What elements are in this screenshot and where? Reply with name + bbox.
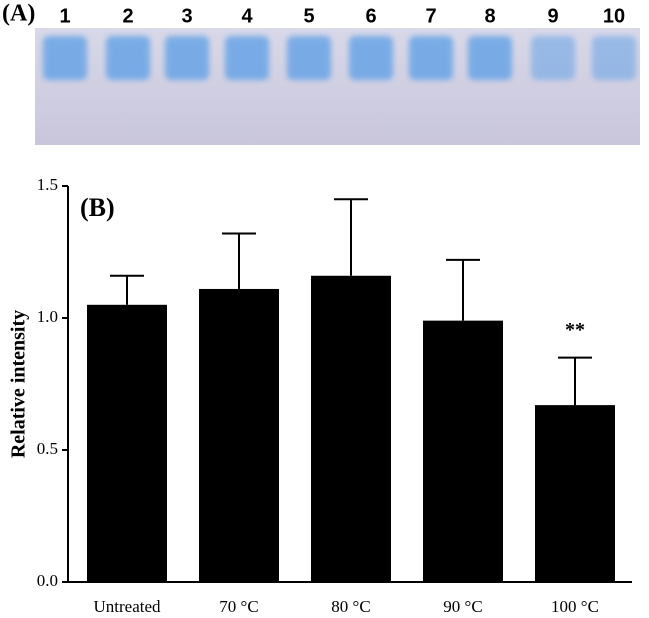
significance-label: ** bbox=[565, 319, 585, 341]
gel-band bbox=[409, 36, 453, 80]
lane-label: 9 bbox=[547, 5, 558, 27]
y-axis-label: Relative intensity bbox=[8, 310, 30, 458]
y-tick-label: 0.5 bbox=[37, 439, 58, 458]
gel-band bbox=[468, 36, 512, 80]
lane-label: 5 bbox=[303, 5, 314, 27]
y-tick-label: 1.0 bbox=[37, 307, 58, 326]
x-tick-label: Untreated bbox=[93, 597, 161, 616]
lane-label: 1 bbox=[59, 5, 70, 27]
lane-label: 2 bbox=[122, 5, 133, 27]
bar bbox=[87, 304, 167, 582]
bar bbox=[535, 405, 615, 582]
lane-label: 6 bbox=[365, 5, 376, 27]
lane-label: 8 bbox=[484, 5, 495, 27]
panel-label: (B) bbox=[80, 193, 115, 222]
gel-band bbox=[592, 36, 636, 80]
lane-label: 10 bbox=[603, 5, 625, 27]
gel-band bbox=[531, 36, 575, 80]
x-tick-label: 100 °C bbox=[551, 597, 599, 616]
lane-label: 7 bbox=[425, 5, 436, 27]
x-tick-label: 80 °C bbox=[331, 597, 370, 616]
y-tick-label: 1.5 bbox=[37, 175, 58, 194]
gel-band bbox=[43, 36, 87, 80]
gel-band bbox=[106, 36, 150, 80]
bar bbox=[311, 275, 391, 582]
gel-band bbox=[349, 36, 393, 80]
x-tick-label: 90 °C bbox=[443, 597, 482, 616]
y-tick-label: 0.0 bbox=[37, 571, 58, 590]
gel-band bbox=[287, 36, 331, 80]
bar bbox=[423, 320, 503, 582]
lane-label: 4 bbox=[241, 5, 253, 27]
gel-band bbox=[165, 36, 209, 80]
gel-band bbox=[225, 36, 269, 80]
bar bbox=[199, 288, 279, 582]
lane-label: 3 bbox=[181, 5, 192, 27]
panel-label: (A) bbox=[2, 1, 35, 27]
x-tick-label: 70 °C bbox=[219, 597, 258, 616]
